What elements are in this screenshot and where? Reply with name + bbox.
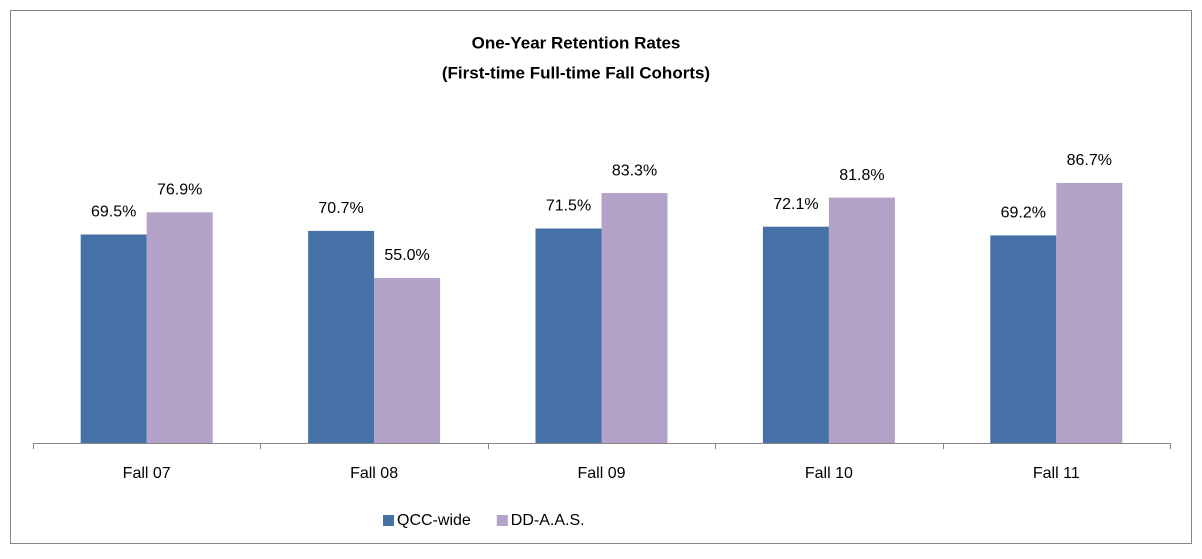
value-label: 71.5%	[546, 198, 591, 215]
value-label: 69.5%	[91, 204, 136, 221]
chart-title: One-Year Retention Rates	[472, 33, 681, 52]
value-label: 70.7%	[318, 200, 363, 217]
bar	[828, 197, 895, 443]
value-label: 83.3%	[612, 162, 657, 179]
bar	[374, 278, 441, 443]
x-tick-label: Fall 08	[350, 465, 398, 482]
value-label: 72.1%	[773, 196, 818, 213]
legend-swatch	[383, 515, 394, 526]
x-tick-label: Fall 10	[805, 465, 853, 482]
value-label: 76.9%	[157, 182, 202, 199]
legend-label: QCC-wide	[397, 512, 471, 529]
x-tick-label: Fall 09	[577, 465, 625, 482]
value-label: 86.7%	[1067, 152, 1112, 169]
x-tick-label: Fall 07	[123, 465, 171, 482]
value-label: 69.2%	[1001, 205, 1046, 222]
legend-label: DD-A.A.S.	[511, 512, 585, 529]
bar	[990, 235, 1057, 443]
value-label: 81.8%	[839, 167, 884, 184]
x-tick-label: Fall 11	[1033, 465, 1080, 482]
legend-swatch	[496, 515, 508, 526]
value-label: 55.0%	[384, 247, 429, 264]
bar	[80, 234, 147, 443]
bar	[308, 230, 375, 443]
bar	[535, 228, 602, 443]
bar	[601, 193, 668, 443]
bar	[146, 212, 213, 443]
bar	[762, 226, 829, 443]
bar	[1056, 182, 1123, 443]
chart-subtitle: (First-time Full-time Fall Cohorts)	[442, 63, 710, 82]
